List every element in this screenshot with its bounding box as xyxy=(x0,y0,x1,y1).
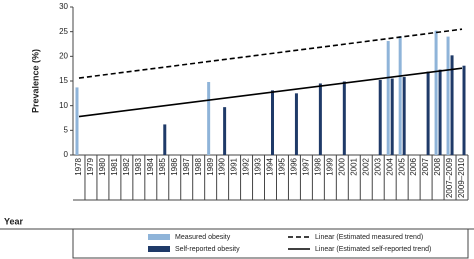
bar xyxy=(438,69,442,155)
x-tick-label: 1987 xyxy=(182,157,191,175)
x-tick-label: 2009–2010 xyxy=(457,157,466,198)
trend-line xyxy=(78,67,463,118)
bar xyxy=(342,81,346,155)
x-tick-label: 2007 xyxy=(421,157,430,175)
x-tick-label: 1998 xyxy=(313,157,322,175)
y-tick-label: 20 xyxy=(59,51,68,60)
x-tick-label: 1989 xyxy=(206,157,215,175)
legend-label: Linear (Estimated measured trend) xyxy=(315,234,423,241)
bar xyxy=(386,41,390,155)
x-tick-label: 2004 xyxy=(385,157,394,175)
legend-swatch xyxy=(148,246,170,252)
x-tick-label: 2008 xyxy=(433,157,442,175)
x-tick-label: 1993 xyxy=(254,157,263,175)
x-tick-label: 1985 xyxy=(158,157,167,175)
x-tick-label: 1979 xyxy=(86,157,95,175)
legend-label: Linear (Estimated self-reported trend) xyxy=(315,246,431,253)
bar xyxy=(378,80,382,155)
y-axis-label: Prevalence (%) xyxy=(30,49,40,113)
legend-swatch xyxy=(148,234,170,240)
x-tick-label: 1981 xyxy=(110,157,119,175)
x-tick-label: 2007–2009 xyxy=(445,157,454,198)
x-tick-label: 2002 xyxy=(361,157,370,175)
y-tick-label: 25 xyxy=(59,27,68,36)
bar xyxy=(426,71,430,155)
x-tick-label: 1983 xyxy=(134,157,143,175)
y-tick-label: 30 xyxy=(59,2,68,11)
bar xyxy=(75,87,79,155)
x-tick-label: 1986 xyxy=(170,157,179,175)
bar xyxy=(398,36,402,155)
x-tick-label: 1988 xyxy=(194,157,203,175)
bar xyxy=(450,55,454,156)
bar xyxy=(294,93,298,155)
bar xyxy=(207,81,211,155)
x-tick-label: 1995 xyxy=(278,157,287,175)
bar xyxy=(390,78,394,155)
trend-line xyxy=(78,28,463,79)
y-tick-label: 15 xyxy=(59,76,68,85)
bar xyxy=(402,77,406,155)
legend-label: Measured obesity xyxy=(175,234,231,241)
bar xyxy=(446,36,450,155)
x-tick-label: 1996 xyxy=(290,157,299,175)
x-tick-label: 1994 xyxy=(266,157,275,175)
y-tick-label: 5 xyxy=(64,125,69,134)
x-tick-label: 1992 xyxy=(242,157,251,175)
bar xyxy=(163,124,167,155)
x-tick-label: 1997 xyxy=(302,157,311,175)
x-tick-label: 2003 xyxy=(373,157,382,175)
legend-box xyxy=(72,228,469,259)
y-tick-label: 0 xyxy=(64,150,69,159)
x-tick-label: 1978 xyxy=(74,157,83,175)
x-tick-label: 1990 xyxy=(218,157,227,175)
x-tick-label: 1991 xyxy=(230,157,239,175)
legend-label: Self-reported obesity xyxy=(175,246,240,253)
bar xyxy=(434,30,438,155)
x-tick-label: 1999 xyxy=(325,157,334,175)
bar xyxy=(223,107,227,155)
x-tick-label: 2006 xyxy=(409,157,418,175)
y-tick-label: 10 xyxy=(59,101,68,110)
bar xyxy=(462,65,466,155)
x-tick-label: 1982 xyxy=(122,157,131,175)
x-tick-label: 2001 xyxy=(349,157,358,175)
x-tick-label: 2005 xyxy=(397,157,406,175)
bar xyxy=(271,90,274,155)
x-tick-label: 2000 xyxy=(337,157,346,175)
x-tick-label: 1984 xyxy=(146,157,155,175)
x-axis-label: Year xyxy=(4,216,24,226)
bar xyxy=(318,83,322,155)
x-tick-label: 1980 xyxy=(98,157,107,175)
